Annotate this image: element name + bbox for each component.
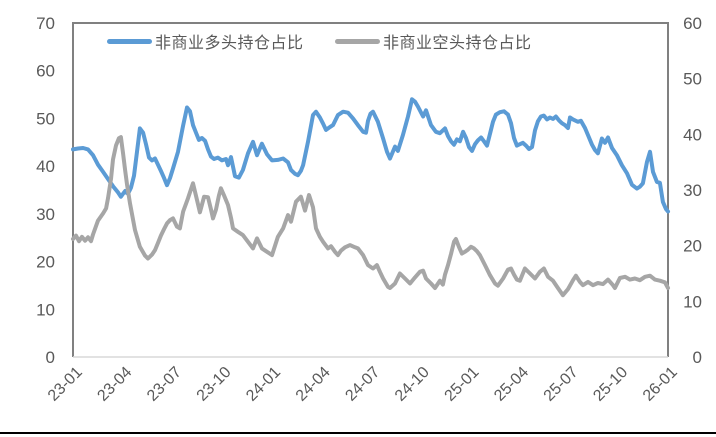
x-axis-tick-label: 24-04 [293,364,334,405]
x-axis-tick-label: 25-04 [491,364,532,405]
x-axis-tick-label: 23-07 [144,364,185,405]
plot-border [72,22,669,357]
series-line-short [71,135,670,298]
bottom-divider [0,432,716,434]
y-axis-left-tick-label: 30 [36,205,55,224]
y-axis-right-tick-label: 30 [683,181,702,200]
x-axis-tick-label: 25-07 [541,364,582,405]
y-axis-left-tick-label: 70 [36,14,55,33]
y-axis-right-tick-label: 20 [683,237,702,256]
x-axis-tick-label: 24-01 [243,364,284,405]
y-axis-left-tick-label: 40 [36,157,55,176]
y-axis-left-tick-label: 60 [36,62,55,81]
y-axis-left-tick-label: 20 [36,253,55,272]
y-axis-left-tick-label: 50 [36,109,55,128]
y-axis-right-tick-label: 40 [683,125,702,144]
x-axis-tick-label: 23-10 [194,364,235,405]
y-axis-right-tick-label: 0 [693,348,702,367]
y-axis-left-tick-label: 10 [36,300,55,319]
y-axis-right-tick-label: 60 [683,14,702,33]
x-axis-tick-label: 23-01 [45,364,86,405]
x-axis-tick-label: 25-10 [590,364,631,405]
y-axis-left-tick-label: 0 [46,348,55,367]
x-axis-tick-label: 24-10 [392,364,433,405]
x-axis-tick-label: 25-01 [442,364,483,405]
x-axis-tick-label: 23-04 [94,364,135,405]
x-axis-tick-label: 26-01 [640,364,681,405]
y-axis-right-tick-label: 10 [683,292,702,311]
x-axis-tick-label: 24-07 [342,364,383,405]
y-axis-right-tick-label: 50 [683,70,702,89]
series-line-long [71,97,670,214]
